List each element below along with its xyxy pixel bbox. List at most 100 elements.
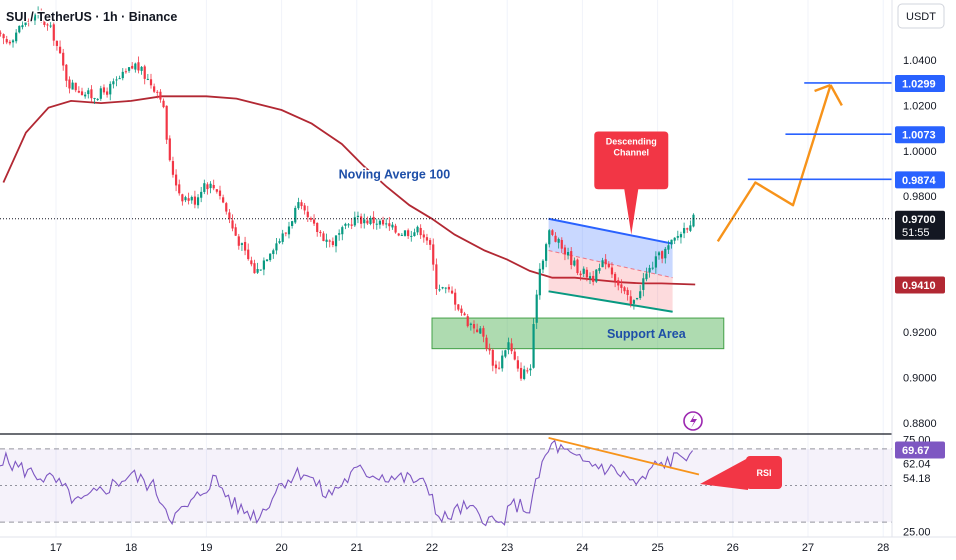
candle (30, 17, 33, 23)
price-tick: 0.9000 (903, 372, 937, 384)
candle (215, 189, 218, 194)
candle (193, 190, 197, 209)
candle (610, 262, 614, 278)
projection-arrow-right (829, 84, 843, 106)
candle (510, 338, 513, 355)
candle (253, 259, 256, 274)
candle (149, 73, 153, 89)
current-price-label: 0.9700 (902, 214, 936, 226)
candle (2, 33, 5, 45)
price-axis[interactable]: USDT 1.0400 1.0200 1.0000 0.9800 0.9200 0.900… (891, 0, 956, 560)
candle (234, 223, 237, 237)
candle (391, 222, 394, 230)
candle (118, 75, 121, 80)
rsi-line (0, 439, 694, 527)
candle (422, 230, 425, 243)
candle (21, 18, 24, 30)
candle (645, 267, 648, 282)
candle (595, 269, 598, 284)
channel-lower-fill (548, 250, 673, 312)
candle (11, 39, 15, 48)
price-tag-label: 1.0299 (902, 78, 936, 90)
candle (476, 323, 479, 333)
candle (375, 218, 378, 230)
candle (682, 222, 686, 239)
candle (576, 258, 579, 275)
candle (651, 261, 654, 271)
candle (472, 320, 476, 334)
candle (604, 254, 607, 270)
candle (385, 218, 388, 229)
candle (535, 289, 538, 329)
candle (400, 233, 403, 236)
candle (87, 87, 90, 99)
rsi-callout: RSI (700, 456, 782, 490)
candle (140, 66, 143, 75)
candle (165, 105, 168, 145)
candle (548, 229, 551, 248)
descending-channel-callout: Descending Channel (594, 131, 669, 235)
candle (300, 199, 303, 210)
candle (545, 242, 548, 268)
candle (156, 90, 159, 99)
candle (588, 272, 592, 285)
candle (482, 325, 485, 343)
candle (403, 230, 407, 237)
candle (479, 326, 482, 334)
candle (369, 215, 372, 226)
candle (265, 259, 269, 262)
candle (209, 181, 212, 194)
vertical-grid (55, 0, 884, 537)
candle (316, 222, 319, 237)
time-tick-22: 22 (426, 542, 438, 554)
candle (52, 21, 55, 46)
price-tick: 1.0400 (903, 55, 937, 67)
time-tick-25: 25 (651, 542, 663, 554)
candle (629, 290, 632, 308)
candle (497, 361, 501, 370)
candle (334, 235, 338, 253)
candle (200, 186, 203, 203)
currency-label: USDT (906, 11, 936, 23)
candle (516, 356, 519, 372)
price-tag-target: 1.0073 (895, 126, 945, 144)
candle (341, 225, 344, 241)
candle (350, 218, 353, 230)
candle (112, 78, 115, 89)
time-ticks: 17 18 19 20 21 22 23 24 25 26 27 28 (50, 542, 889, 554)
time-axis[interactable]: 17 18 19 20 21 22 23 24 25 26 27 28 (0, 536, 956, 560)
candle (504, 349, 507, 359)
candle (614, 271, 617, 288)
currency-button[interactable]: USDT (897, 3, 945, 29)
candle (632, 299, 636, 310)
candle (485, 334, 488, 352)
price-tick: 0.9200 (903, 327, 937, 339)
candle (601, 257, 604, 268)
candle (582, 266, 585, 278)
price-tag-ma: 0.9410 (895, 276, 945, 294)
flash-icon[interactable] (683, 411, 703, 431)
candle (501, 350, 504, 372)
candle (319, 230, 322, 237)
candle (196, 194, 200, 209)
candle (278, 238, 281, 245)
rsi-tick: 62.04 (903, 458, 931, 470)
candle (71, 79, 74, 90)
candle (607, 261, 610, 269)
rsi-pane[interactable]: RSI (0, 436, 892, 527)
candle (80, 87, 84, 96)
candle (178, 179, 181, 196)
candle (109, 81, 112, 101)
time-tick-18: 18 (125, 542, 137, 554)
candle (146, 73, 149, 81)
candle (592, 270, 595, 286)
candle (686, 227, 689, 233)
candle (256, 262, 259, 274)
price-pane[interactable]: Support Area Descending Channel Noving A… (0, 0, 892, 537)
candle (676, 230, 679, 241)
candle (84, 91, 87, 99)
candle (438, 284, 441, 292)
candle (102, 84, 106, 95)
candle (692, 213, 695, 228)
